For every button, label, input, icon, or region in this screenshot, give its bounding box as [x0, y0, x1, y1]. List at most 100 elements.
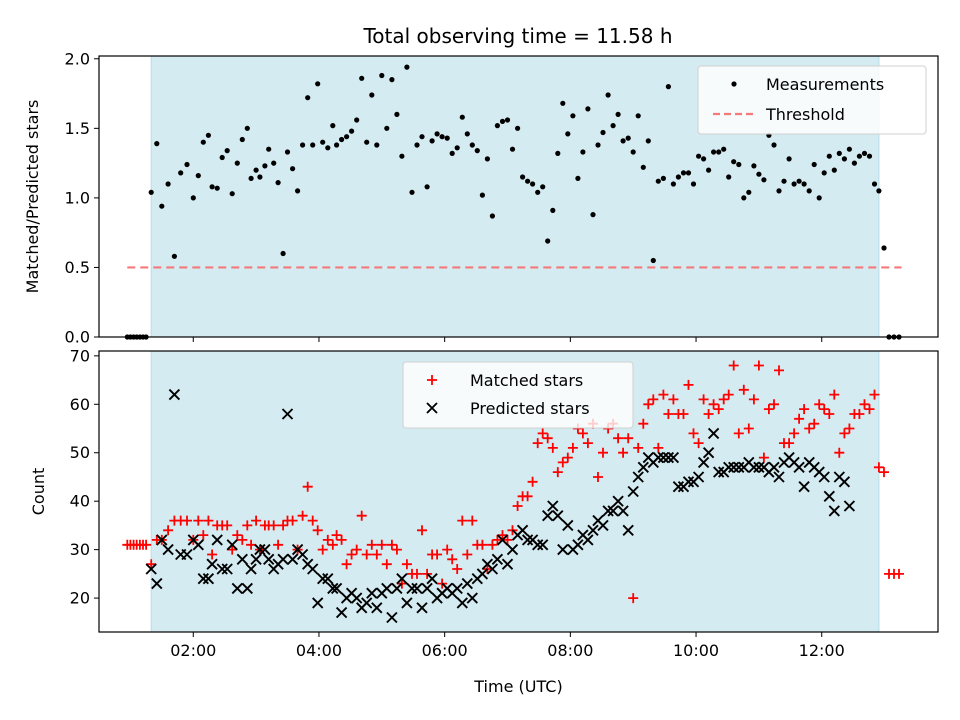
predicted-point	[281, 408, 294, 420]
predicted-point	[542, 510, 554, 522]
top-y-axis: 0.0 0.5 1.0 1.5 2.0	[65, 49, 99, 347]
matched-point	[668, 394, 679, 405]
predicted-point	[768, 461, 780, 473]
measurement-point	[816, 195, 822, 201]
matched-point	[452, 564, 463, 574]
matched-point	[628, 593, 639, 604]
predicted-point	[401, 597, 413, 609]
matched-point	[487, 539, 498, 550]
measurement-point	[675, 174, 682, 180]
measurement-point	[159, 203, 165, 209]
predicted-point	[396, 573, 408, 585]
measurement-point	[214, 185, 220, 191]
measurement-point	[721, 146, 727, 152]
measurement-point	[881, 245, 887, 251]
measurement-point	[339, 136, 345, 143]
top-plot-frame	[98, 55, 939, 338]
matched-point	[633, 442, 644, 453]
predicted-point	[632, 471, 644, 483]
matched-point	[703, 409, 714, 419]
matched-point	[376, 539, 387, 550]
measurement-point	[831, 167, 837, 173]
measurement-point	[384, 125, 390, 131]
predicted-point	[366, 587, 378, 599]
matched-point	[497, 530, 508, 541]
measurement-point	[379, 72, 385, 79]
measurement-point	[655, 178, 661, 184]
predicted-point	[416, 602, 428, 614]
matched-point	[774, 365, 784, 376]
measurement-point	[711, 149, 717, 155]
measurement-point	[736, 161, 742, 168]
matched-point	[251, 515, 262, 526]
measurement-point	[846, 146, 853, 152]
matched-point	[562, 452, 573, 463]
predicted-point	[652, 451, 664, 464]
matched-point	[698, 394, 709, 405]
measurement-point	[178, 170, 184, 176]
measurement-point	[575, 175, 581, 181]
measurement-point	[530, 181, 536, 187]
matched-point	[738, 384, 749, 395]
measurement-point	[625, 135, 631, 141]
predicted-point	[748, 461, 760, 473]
x-axis: 02:00 04:00 06:00 08:00 10:00 12:00	[170, 632, 845, 660]
predicted-point	[151, 577, 163, 590]
measurement-point	[540, 184, 546, 190]
predicted-point	[537, 539, 549, 551]
matched-point	[678, 409, 689, 419]
predicted-point	[662, 451, 675, 464]
predicted-point	[351, 592, 363, 604]
measurement-point	[209, 184, 215, 190]
measurement-point	[504, 117, 511, 123]
predicted-point	[221, 563, 233, 575]
matched-point	[327, 539, 338, 550]
measurement-point	[836, 150, 842, 156]
measurement-point	[253, 167, 259, 173]
matched-point	[302, 481, 313, 492]
measurement-point	[464, 131, 470, 137]
matched-point	[278, 520, 289, 531]
measurement-point	[444, 135, 450, 141]
matched-point	[222, 520, 233, 531]
matched-point	[708, 399, 719, 410]
measurement-point	[515, 125, 521, 131]
legend-predicted-marker	[426, 402, 438, 414]
matched-point	[442, 544, 453, 555]
matched-point	[356, 510, 367, 521]
measurement-point	[866, 153, 873, 159]
bottom-y-tick-label: 70	[70, 346, 90, 365]
matched-point	[809, 418, 820, 429]
measurement-point	[871, 181, 878, 187]
measurement-point	[229, 191, 235, 197]
x-tick-label: 02:00	[170, 641, 216, 660]
x-axis-label: Time (UTC)	[473, 677, 562, 696]
predicted-point	[521, 534, 534, 546]
matched-point	[799, 404, 810, 415]
measurement-point	[706, 167, 712, 173]
measurement-point	[474, 148, 480, 154]
measurement-point	[439, 134, 445, 140]
predicted-point	[733, 461, 745, 473]
matched-point	[859, 399, 870, 410]
measurement-point	[535, 189, 541, 195]
matched-point	[547, 442, 558, 453]
measurement-point	[806, 188, 812, 194]
matched-point	[769, 399, 779, 410]
matched-point	[658, 389, 669, 400]
predicted-point	[723, 461, 735, 473]
measurement-point	[479, 192, 485, 198]
predicted-point	[312, 597, 324, 609]
measurement-point	[257, 174, 263, 180]
predicted-point	[411, 582, 423, 595]
measurement-point	[429, 138, 435, 144]
bottom-y-tick-label: 20	[70, 589, 90, 608]
measurement-point	[650, 257, 656, 264]
predicted-point	[456, 597, 468, 609]
matched-point	[784, 438, 795, 449]
matched-point	[688, 428, 699, 439]
matched-point	[203, 515, 214, 526]
matched-point	[532, 438, 543, 449]
predicted-point	[612, 495, 624, 507]
